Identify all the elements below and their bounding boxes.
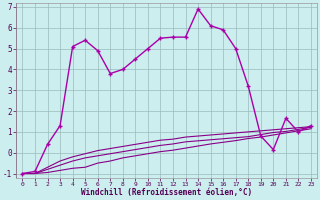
X-axis label: Windchill (Refroidissement éolien,°C): Windchill (Refroidissement éolien,°C) [81,188,252,197]
